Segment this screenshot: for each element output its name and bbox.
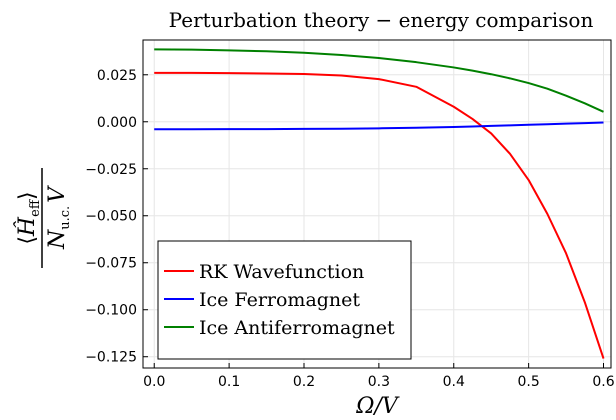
x-tick-label: 0.6	[592, 374, 614, 390]
y-axis-label: ⟨Ĥeff⟩ Nu.c.V	[13, 168, 73, 268]
y-tick-label: −0.025	[85, 162, 137, 178]
legend-label-ice-antiferromagnet: Ice Antiferromagnet	[199, 317, 395, 339]
x-axis-label: Ω/V	[355, 394, 400, 419]
y-axis-ticks: 0.025 0.000 −0.025 −0.050 −0.075 −0.100 −0.125	[85, 68, 148, 366]
y-axis-label-denominator: Nu.c.V	[45, 185, 73, 250]
x-tick-label: 0.1	[218, 374, 240, 390]
legend-box	[157, 240, 412, 360]
x-tick-label: 0.0	[143, 374, 165, 390]
series-line-ice-antiferromagnet	[154, 48, 604, 113]
series-line-rk-wavefunction	[154, 71, 605, 359]
chart-title: Perturbation theory − energy comparison	[169, 8, 594, 32]
x-axis-ticks: 0.0 0.1 0.2 0.3 0.4 0.5 0.6	[143, 363, 615, 390]
legend: RK Wavefunction Ice Ferromagnet Ice Antife…	[157, 240, 412, 360]
legend-label-rk-wavefunction: RK Wavefunction	[199, 261, 364, 283]
x-tick-label: 0.3	[368, 374, 390, 390]
y-tick-label: −0.125	[85, 350, 137, 366]
x-tick-label: 0.4	[443, 374, 465, 390]
y-tick-label: −0.075	[85, 256, 137, 272]
plot-frame	[142, 39, 612, 369]
y-tick-label: 0.025	[97, 68, 137, 84]
y-tick-label: −0.100	[85, 303, 137, 319]
data-series	[154, 48, 605, 359]
x-tick-label: 0.2	[293, 374, 315, 390]
y-tick-label: −0.050	[85, 209, 137, 225]
legend-label-ice-ferromagnet: Ice Ferromagnet	[199, 289, 360, 311]
series-line-ice-ferromagnet	[154, 121, 604, 131]
y-axis-label-numerator: ⟨Ĥeff⟩	[13, 191, 43, 244]
y-tick-label: 0.000	[97, 115, 137, 131]
x-tick-label: 0.5	[517, 374, 539, 390]
